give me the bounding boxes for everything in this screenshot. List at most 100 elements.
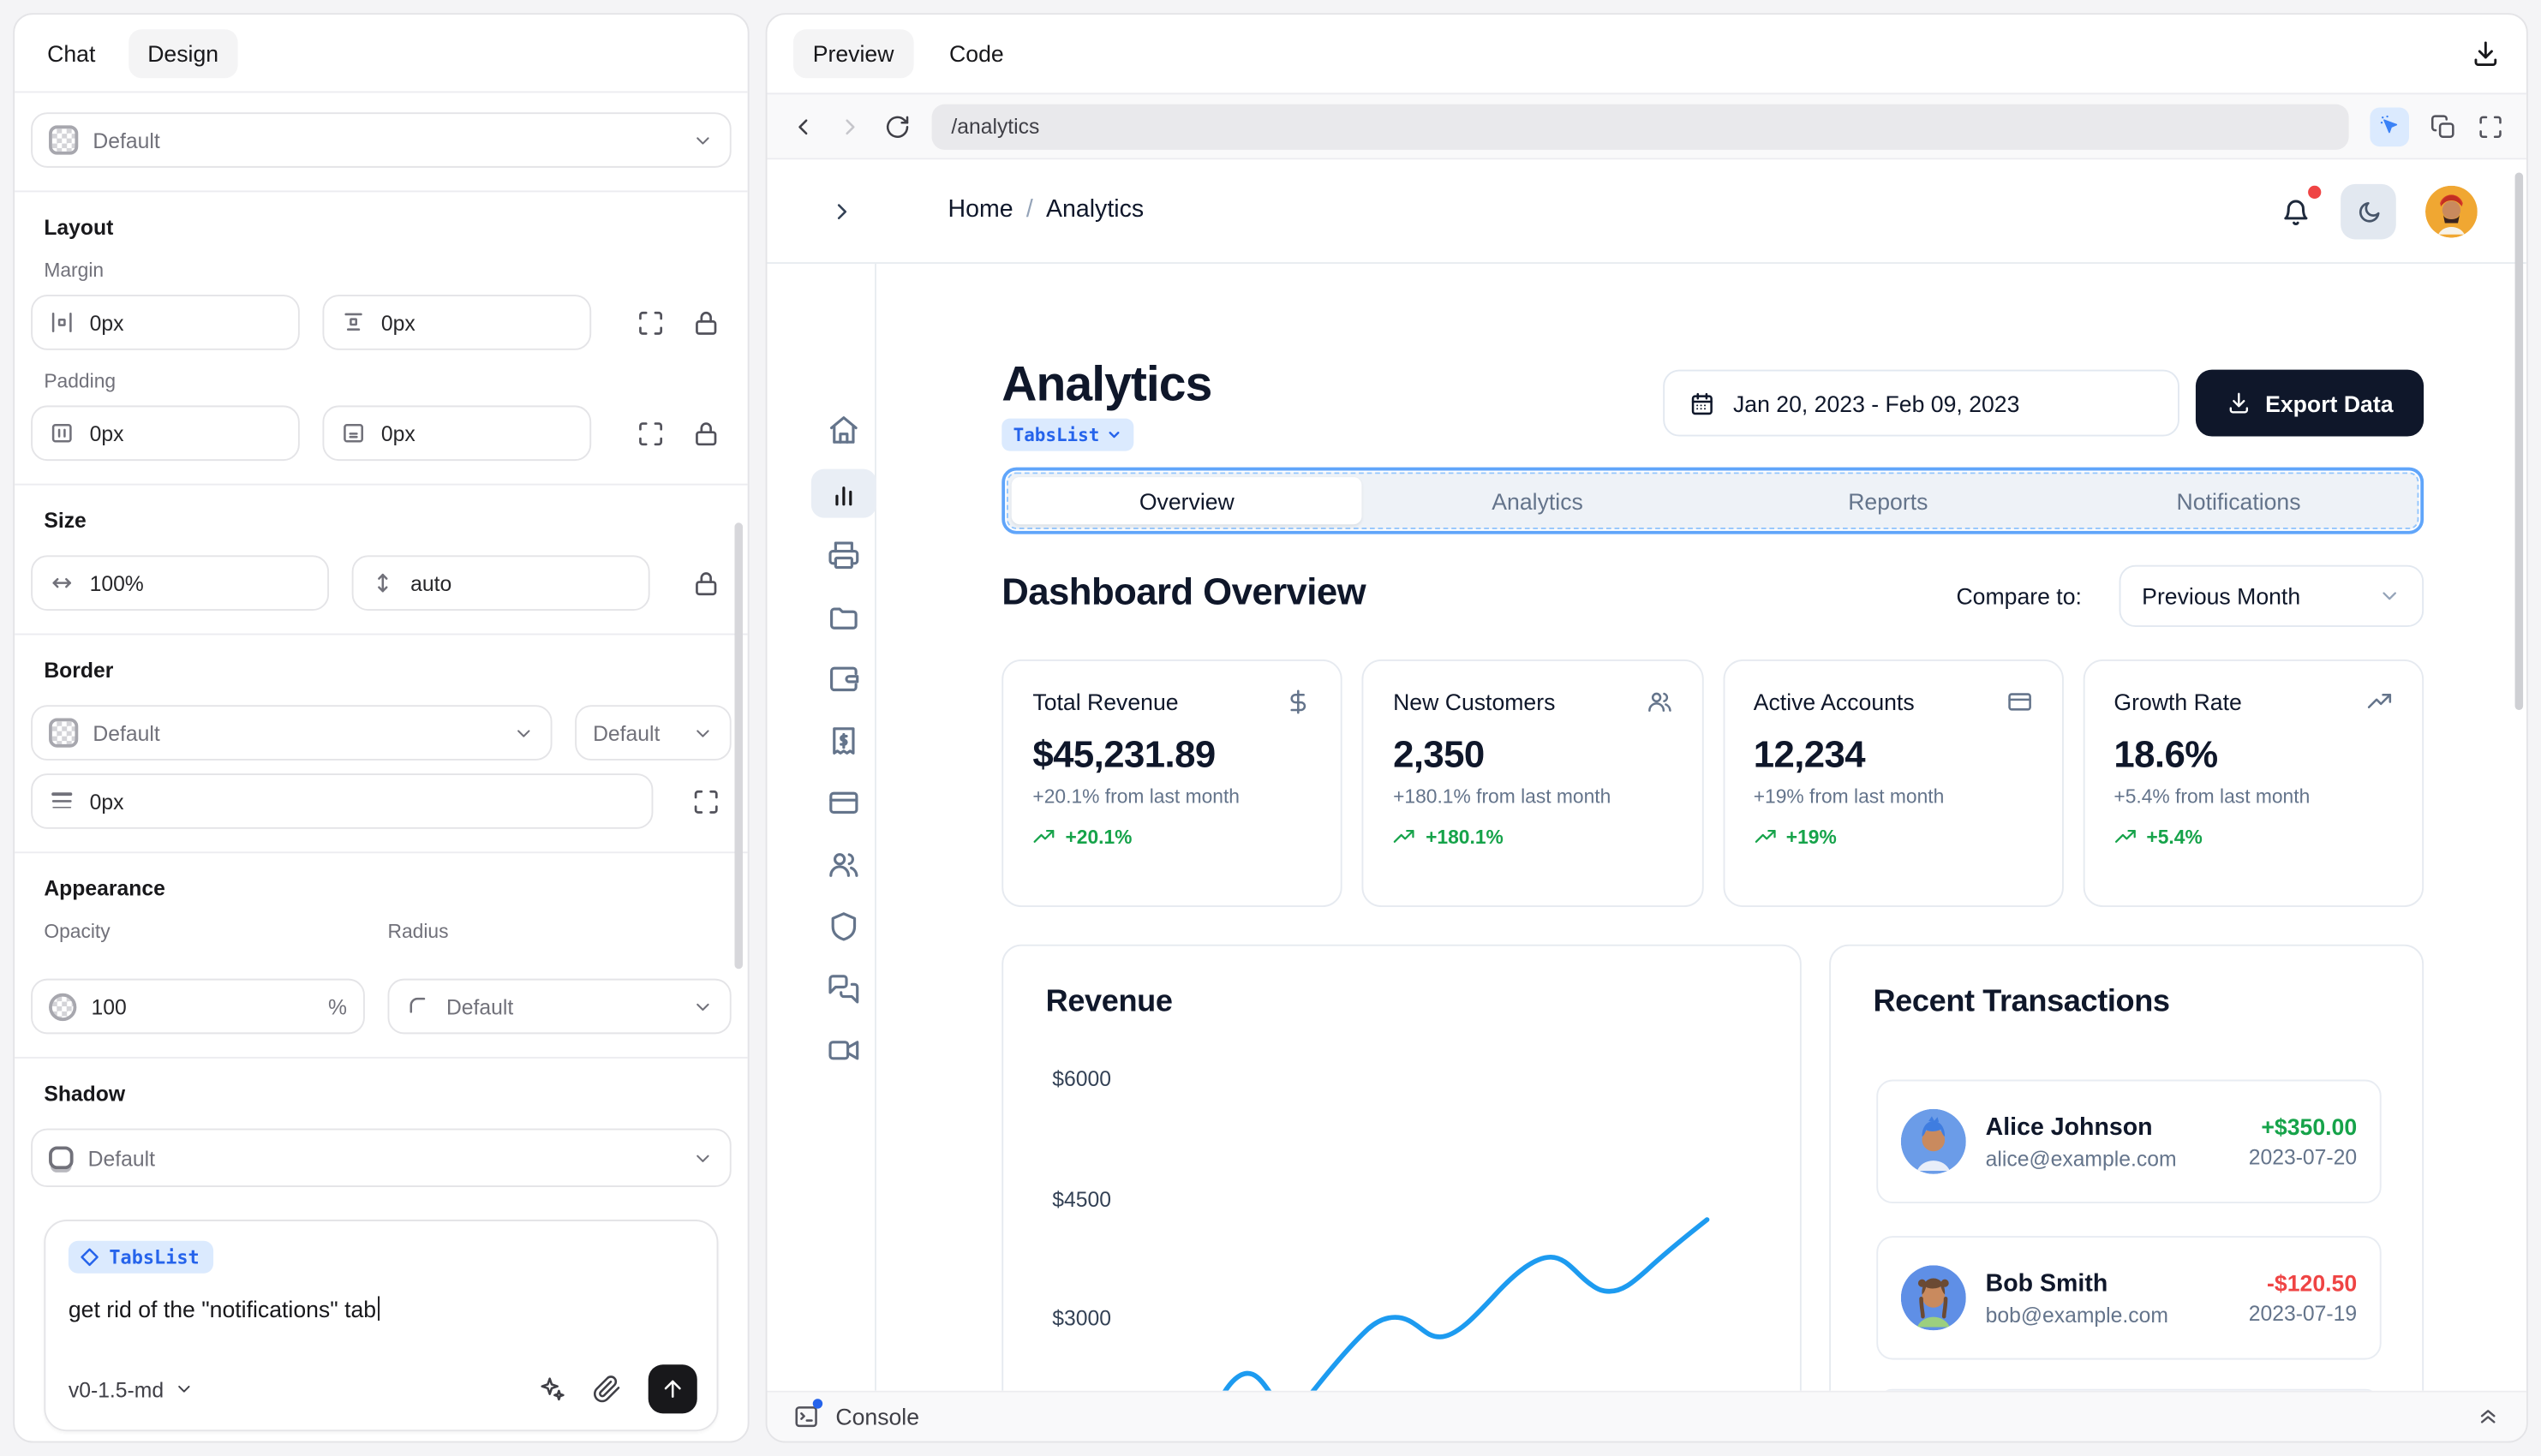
trending-up-icon (1393, 826, 1416, 849)
download-icon[interactable] (2471, 39, 2500, 69)
forward-icon[interactable] (837, 113, 863, 139)
style-variant-select[interactable]: Default (31, 112, 732, 168)
chevron-down-icon (2378, 585, 2401, 608)
margin-x-input[interactable]: 0px (31, 295, 300, 350)
selected-component-chip[interactable]: TabsList (1001, 418, 1134, 451)
copy-icon[interactable] (2430, 113, 2456, 139)
margin-lock-icon[interactable] (692, 308, 720, 336)
design-panel: Chat Design Default Layout Margin 0px (13, 13, 750, 1443)
layout-section-title: Layout (44, 214, 114, 240)
users-icon[interactable] (828, 849, 860, 881)
transactions-card: Recent Transactions Alice Johnson alice@… (1829, 944, 2424, 1391)
sidebar-toggle-chevron-icon[interactable] (829, 199, 855, 224)
browser-toolbar: /analytics (767, 92, 2526, 160)
y-tick-6000: $6000 (1052, 1066, 1111, 1091)
design-mode-cursor-icon[interactable] (2370, 106, 2409, 146)
opacity-input[interactable]: 100 % (31, 978, 365, 1035)
prompt-composer[interactable]: TabsList get rid of the "notifications" … (44, 1220, 719, 1432)
breadcrumb: Home / Analytics (948, 195, 1145, 223)
moon-icon (2358, 201, 2379, 222)
tab-overview[interactable]: Overview (1011, 477, 1362, 525)
trending-up-icon (2114, 826, 2137, 849)
border-width-value: 0px (89, 789, 124, 814)
panel-scrollbar[interactable] (734, 522, 743, 970)
border-width-input[interactable]: 0px (31, 773, 654, 829)
padding-y-input[interactable]: 0px (322, 405, 592, 462)
date-range-picker[interactable]: Jan 20, 2023 - Feb 09, 2023 (1663, 369, 2179, 437)
margin-y-value: 0px (380, 310, 416, 335)
export-data-button[interactable]: Export Data (2195, 369, 2424, 437)
console-bar[interactable]: Console (767, 1390, 2526, 1441)
stat-card-total-revenue: Total Revenue $45,231.89 +20.1% from las… (1001, 659, 1343, 908)
height-input[interactable]: auto (351, 555, 650, 611)
credit-card-icon[interactable] (828, 786, 860, 819)
padding-expand-icon[interactable] (637, 420, 664, 447)
tab-preview[interactable]: Preview (792, 29, 914, 79)
transaction-row[interactable]: Bob Smith bob@example.com -$120.50 2023-… (1876, 1236, 2382, 1360)
tab-chat[interactable]: Chat (47, 39, 96, 67)
wallet-icon[interactable] (828, 663, 860, 695)
tab-design[interactable]: Design (128, 28, 238, 78)
home-icon[interactable] (828, 414, 860, 446)
bar-chart-icon[interactable] (828, 477, 860, 510)
section-title: Dashboard Overview (1001, 570, 1366, 612)
notifications-bell-icon[interactable] (2281, 184, 2322, 227)
padding-lock-icon[interactable] (692, 420, 720, 447)
receipt-icon[interactable] (828, 725, 860, 757)
border-style-select[interactable]: Default (31, 705, 553, 761)
padding-x-input[interactable]: 0px (31, 405, 300, 462)
dark-mode-toggle[interactable] (2341, 183, 2396, 240)
context-chip-tabslist[interactable]: TabsList (68, 1240, 214, 1274)
prompt-input[interactable]: get rid of the "notifications" tab (69, 1296, 694, 1322)
dashboard-main: Analytics TabsList Jan 20, 2023 - Feb 09… (876, 264, 2526, 1391)
chevron-down-icon (1109, 432, 1120, 439)
model-select[interactable]: v0-1.5-md (69, 1377, 194, 1401)
transparent-swatch-icon (49, 718, 79, 748)
margin-x-value: 0px (89, 310, 124, 335)
shadow-select[interactable]: Default (31, 1128, 732, 1188)
corner-radius-icon (405, 994, 431, 1019)
avatar (1900, 1265, 1966, 1331)
messages-icon[interactable] (828, 972, 860, 1005)
back-icon[interactable] (790, 113, 816, 139)
margin-expand-icon[interactable] (637, 308, 664, 336)
margin-y-input[interactable]: 0px (322, 295, 592, 350)
url-input[interactable]: /analytics (931, 103, 2349, 149)
folder-icon[interactable] (828, 601, 860, 634)
refresh-icon[interactable] (884, 113, 910, 139)
date-range-value: Jan 20, 2023 - Feb 09, 2023 (1732, 390, 2020, 416)
border-expand-icon[interactable] (692, 787, 720, 815)
calendar-icon (1689, 390, 1715, 415)
transaction-row[interactable]: Alice Johnson alice@example.com +$350.00… (1876, 1079, 2382, 1204)
chevrons-up-icon[interactable] (2476, 1405, 2501, 1429)
tab-reports[interactable]: Reports (1848, 487, 1928, 514)
attach-paperclip-icon[interactable] (593, 1375, 622, 1404)
radius-select[interactable]: Default (387, 978, 732, 1035)
width-input[interactable]: 100% (31, 555, 330, 611)
margin-vertical-icon (340, 309, 366, 335)
enhance-sparkles-icon[interactable] (537, 1375, 566, 1404)
tabslist-component: Overview Analytics Reports Notifications (1006, 472, 2419, 529)
send-button[interactable] (648, 1364, 697, 1414)
page-title: Analytics (1001, 358, 1212, 413)
tab-analytics[interactable]: Analytics (1492, 487, 1583, 514)
size-lock-icon[interactable] (692, 569, 720, 596)
shield-icon[interactable] (828, 910, 860, 943)
user-avatar[interactable] (2425, 185, 2478, 238)
border-side-select[interactable]: Default (575, 705, 732, 761)
transaction-date: 2023-07-20 (2248, 1144, 2358, 1170)
printer-icon[interactable] (828, 539, 860, 571)
breadcrumb-current: Analytics (1045, 195, 1145, 224)
preview-scrollbar[interactable] (2514, 172, 2524, 710)
tab-notifications[interactable]: Notifications (2176, 487, 2301, 514)
border-side-value: Default (593, 720, 661, 745)
breadcrumb-home[interactable]: Home (948, 195, 1013, 224)
fullscreen-icon[interactable] (2478, 113, 2503, 139)
tab-code[interactable]: Code (949, 40, 1004, 67)
chevron-down-icon (177, 1385, 189, 1393)
dollar-icon (1286, 689, 1312, 714)
compare-select[interactable]: Previous Month (2119, 564, 2424, 627)
video-icon[interactable] (828, 1034, 860, 1066)
transaction-date: 2023-07-19 (2248, 1301, 2358, 1326)
